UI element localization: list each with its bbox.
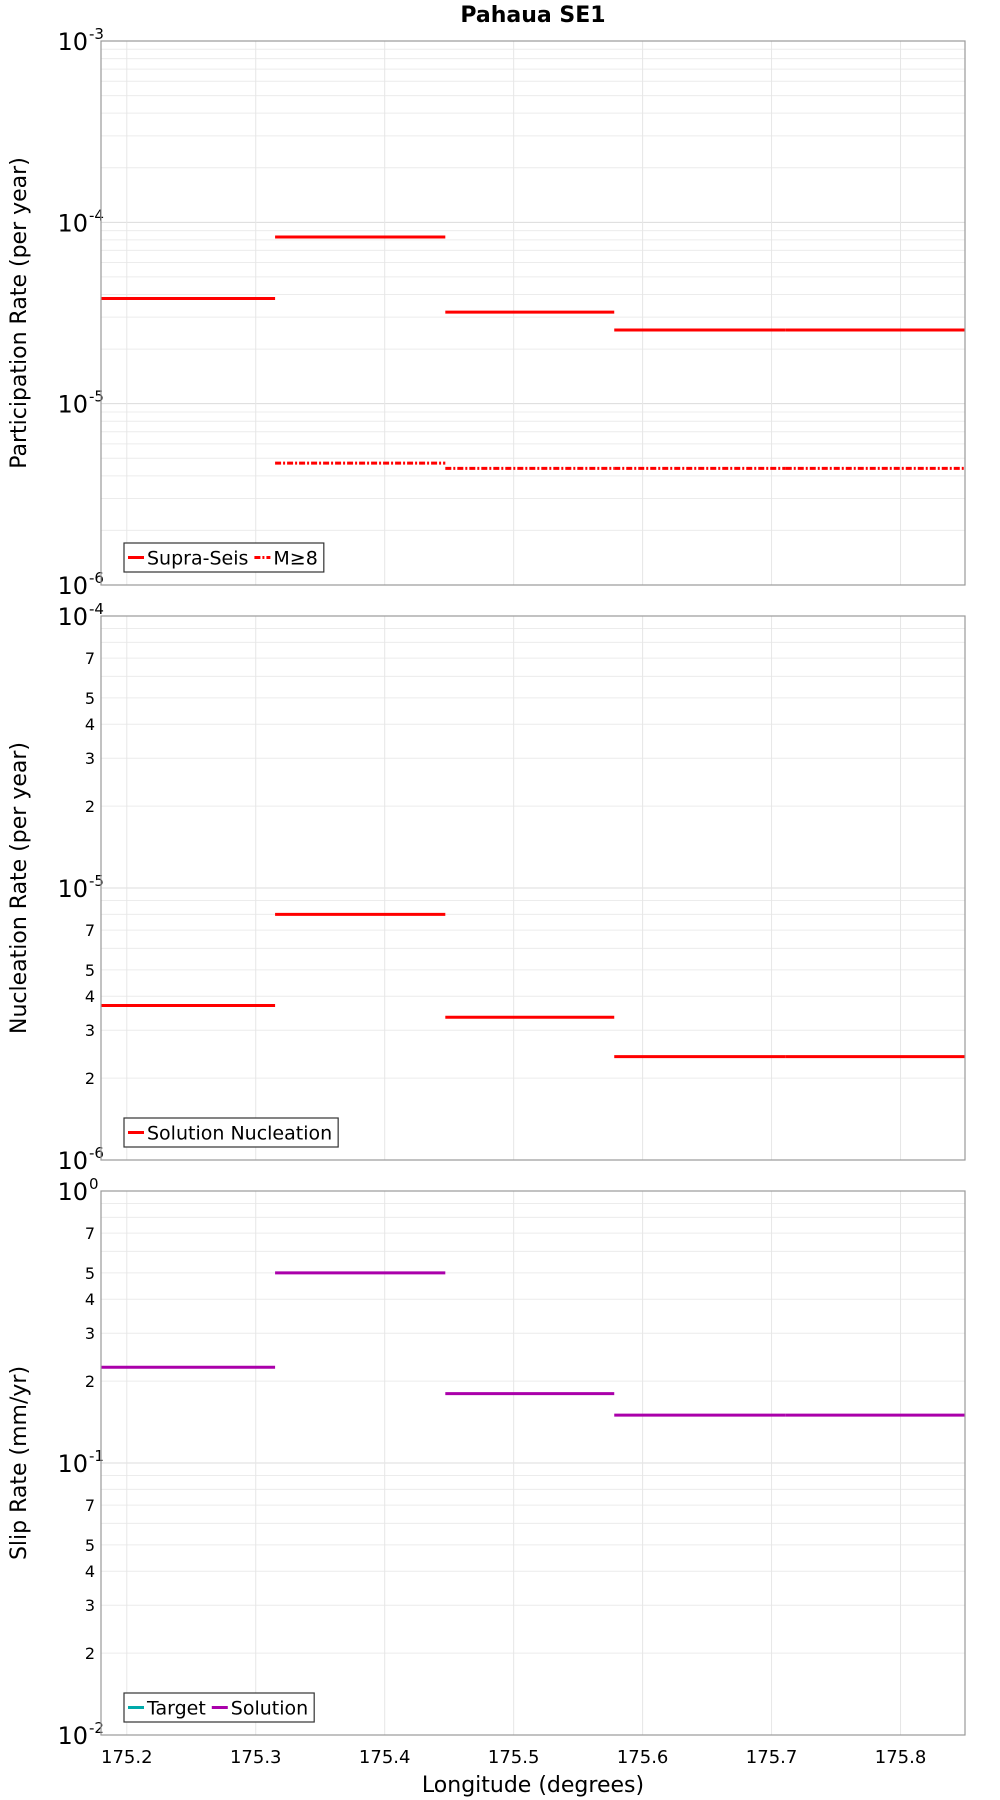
series-solution	[101, 1271, 965, 1417]
y-axis-label: Participation Rate (per year)	[7, 157, 32, 469]
y-tick-label: 10 -5	[57, 872, 104, 903]
y-minor-tick-label: 5	[85, 961, 95, 980]
y-minor-tick-label: 4	[85, 1290, 95, 1309]
legend-frame	[123, 1692, 315, 1723]
y-minor-tick-label: 4	[85, 715, 95, 734]
svg-text:0: 0	[89, 1175, 99, 1193]
legend-frame	[123, 542, 325, 573]
y-tick-label: 10 0	[57, 1175, 98, 1206]
gridlines	[101, 41, 965, 586]
y-tick-label: 10 -3	[57, 25, 104, 56]
svg-text:-1: -1	[89, 1447, 104, 1465]
legend-label: Supra-Seis	[147, 548, 248, 570]
legend: Solution Nucleation	[123, 1117, 339, 1148]
x-tick-label: 175.7	[746, 1747, 798, 1768]
svg-text:-4: -4	[89, 206, 104, 224]
svg-text:-5: -5	[89, 388, 104, 406]
svg-text:10: 10	[57, 391, 88, 419]
svg-text:10: 10	[57, 603, 88, 631]
y-tick-label: 10 -2	[57, 1719, 104, 1750]
plot-border	[100, 40, 966, 586]
svg-text:10: 10	[57, 572, 88, 600]
svg-text:10: 10	[57, 28, 88, 56]
y-minor-tick-label: 2	[85, 1644, 95, 1663]
svg-text:10: 10	[57, 209, 88, 237]
y-axis-label: Slip Rate (mm/yr)	[7, 1366, 32, 1560]
svg-text:10: 10	[57, 1147, 88, 1175]
y-minor-tick-label: 2	[85, 1372, 95, 1391]
y-minor-tick-label: 4	[85, 1562, 95, 1581]
x-tick-label: 175.5	[488, 1747, 540, 1768]
y-minor-tick-label: 7	[85, 1496, 95, 1515]
x-tick-label: 175.2	[101, 1747, 153, 1768]
svg-text:-6: -6	[89, 1144, 104, 1162]
legend-label: Solution Nucleation	[147, 1123, 332, 1145]
svg-text:10: 10	[57, 1722, 88, 1750]
gridlines	[101, 1191, 965, 1736]
y-tick-label: 10 -4	[57, 206, 104, 237]
y-minor-tick-label: 7	[85, 1224, 95, 1243]
svg-text:10: 10	[57, 875, 88, 903]
y-axis-label: Nucleation Rate (per year)	[7, 742, 32, 1034]
legend: Supra-Seis M≥8	[123, 542, 325, 573]
y-minor-tick-label: 3	[85, 1021, 95, 1040]
x-tick-label: 175.8	[875, 1747, 927, 1768]
y-minor-tick-label: 2	[85, 797, 95, 816]
y-minor-tick-label: 2	[85, 1069, 95, 1088]
y-tick-label: 10 -5	[57, 388, 104, 419]
chart-title: Pahaua SE1	[460, 3, 605, 28]
svg-text:-4: -4	[89, 600, 104, 618]
svg-text:-6: -6	[89, 569, 104, 587]
legend-frame	[123, 1117, 339, 1148]
y-minor-tick-label: 3	[85, 749, 95, 768]
svg-text:10: 10	[57, 1178, 88, 1206]
y-tick-label: 10 -6	[57, 1144, 104, 1175]
x-axis-label: Longitude (degrees)	[422, 1773, 644, 1798]
y-tick-label: 10 -6	[57, 569, 104, 600]
y-minor-tick-label: 3	[85, 1324, 95, 1343]
svg-text:-5: -5	[89, 872, 104, 890]
plot-border	[100, 1190, 966, 1736]
y-minor-tick-label: 4	[85, 987, 95, 1006]
legend-label: Target	[146, 1698, 206, 1720]
series-m-8	[275, 461, 965, 470]
legend-label: Solution	[231, 1698, 308, 1720]
y-minor-tick-label: 5	[85, 1264, 95, 1283]
legend-label: M≥8	[273, 548, 317, 570]
y-minor-tick-label: 3	[85, 1596, 95, 1615]
svg-text:-3: -3	[89, 25, 104, 43]
series-solution-nucleation	[101, 912, 965, 1059]
gridlines	[101, 616, 965, 1161]
series-supra-seis	[101, 235, 965, 332]
plot-border	[100, 615, 966, 1161]
x-tick-label: 175.3	[230, 1747, 282, 1768]
y-tick-label: 10 -1	[57, 1447, 104, 1478]
y-tick-label: 10 -4	[57, 600, 104, 631]
y-minor-tick-label: 5	[85, 1536, 95, 1555]
y-minor-tick-label: 5	[85, 689, 95, 708]
x-tick-label: 175.6	[617, 1747, 669, 1768]
svg-text:10: 10	[57, 1450, 88, 1478]
y-minor-tick-label: 7	[85, 649, 95, 668]
svg-text:-2: -2	[89, 1719, 104, 1737]
y-minor-tick-label: 7	[85, 921, 95, 940]
x-tick-label: 175.4	[359, 1747, 411, 1768]
legend: Target Solution	[123, 1692, 315, 1723]
